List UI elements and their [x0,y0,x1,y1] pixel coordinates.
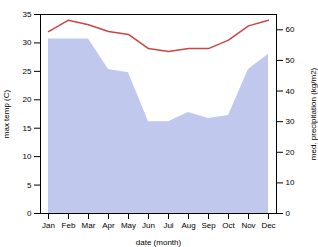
svg-text:Mar: Mar [82,221,96,230]
svg-text:date (month): date (month) [136,238,182,247]
svg-text:15: 15 [23,124,32,133]
svg-text:Aug: Aug [181,221,195,230]
svg-text:30: 30 [23,38,32,47]
svg-text:Jan: Jan [42,221,55,230]
svg-text:20: 20 [23,95,32,104]
svg-text:Feb: Feb [62,221,76,230]
svg-text:60: 60 [286,25,295,34]
svg-text:Jul: Jul [163,221,173,230]
svg-text:Sep: Sep [201,221,216,230]
svg-text:Nov: Nov [241,221,255,230]
svg-text:5: 5 [27,181,32,190]
svg-text:40: 40 [286,87,295,96]
svg-text:0: 0 [27,209,32,218]
svg-text:20: 20 [286,148,295,157]
svg-text:May: May [121,221,136,230]
svg-text:30: 30 [286,117,295,126]
svg-text:10: 10 [23,152,32,161]
svg-text:35: 35 [23,10,32,19]
svg-text:med. precipitation (kg/m2): med. precipitation (kg/m2) [309,67,318,160]
svg-text:0: 0 [286,209,291,218]
svg-text:50: 50 [286,56,295,65]
svg-text:max temp (C): max temp (C) [2,89,11,138]
svg-text:25: 25 [23,67,32,76]
svg-text:Oct: Oct [222,221,235,230]
svg-text:Apr: Apr [102,221,115,230]
svg-text:10: 10 [286,178,295,187]
svg-text:Dec: Dec [261,221,275,230]
svg-text:Jun: Jun [142,221,155,230]
